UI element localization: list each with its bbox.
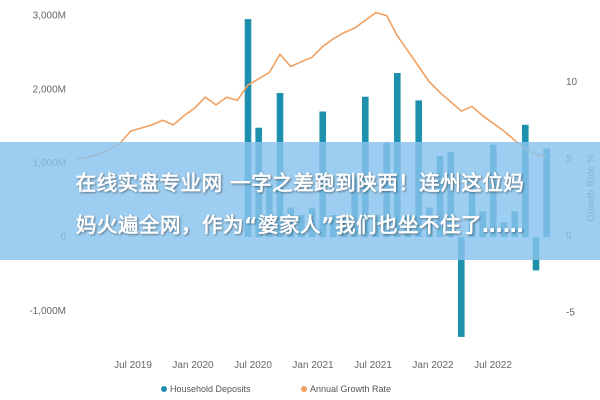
legend-label-deposits: Household Deposits [170, 384, 251, 394]
left-tick-label: 2,000M [33, 84, 66, 95]
x-tick-label: Jul 2020 [234, 360, 272, 371]
legend-label-growth: Annual Growth Rate [310, 384, 391, 394]
x-tick-label: Jan 2020 [172, 360, 214, 371]
x-tick-label: Jul 2019 [114, 360, 152, 371]
deposit-bar [244, 19, 252, 238]
x-tick-label: Jul 2022 [474, 360, 512, 371]
right-tick-label: -5 [566, 308, 575, 319]
deposit-bar [458, 237, 465, 337]
x-tick-label: Jul 2021 [354, 360, 392, 371]
legend-marker-deposits [161, 386, 167, 392]
left-tick-label: -1,000M [29, 306, 66, 317]
right-tick-label: 10 [566, 77, 578, 88]
headline-line-2: 妈火遍全网，作为“婆家人”我们也坐不住了…… [76, 213, 524, 237]
growth-rate-line [77, 11, 547, 160]
legend-marker-growth [301, 386, 307, 392]
x-tick-label: Jan 2022 [412, 360, 454, 371]
headline-banner: 在线实盘专业网 一字之差跑到陕西！连州这位妈 妈火遍全网，作为“婆家人”我们也坐… [0, 142, 600, 260]
x-axis: Jul 2019 Jan 2020 Jul 2020 Jan 2021 Jul 2021… [114, 360, 512, 371]
legend: Household Deposits Annual Growth Rate [161, 384, 391, 394]
headline-line-1: 在线实盘专业网 一字之差跑到陕西！连州这位妈 [75, 171, 525, 195]
left-tick-label: 3,000M [33, 10, 66, 21]
x-tick-label: Jan 2021 [292, 360, 334, 371]
